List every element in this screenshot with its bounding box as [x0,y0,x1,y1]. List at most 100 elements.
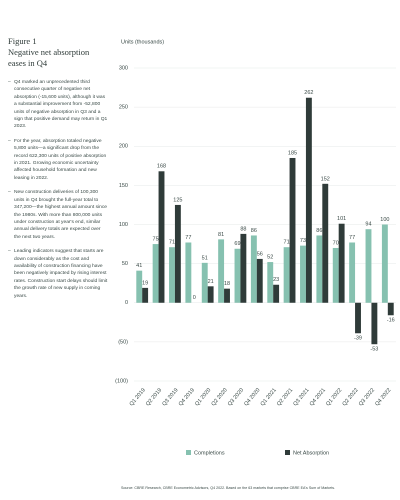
bar [267,262,274,303]
y-tick-label: 150 [119,183,128,189]
x-tick-label: Q1 2020 [194,387,212,407]
legend-label: Net Absorption [293,450,329,456]
value-label: 41 [136,263,142,269]
x-tick-label: Q4 2021 [309,387,327,407]
bar [240,233,247,303]
value-label: 71 [169,240,175,246]
bar [283,247,290,303]
value-label: 88 [240,226,246,232]
x-tick-label: Q1 2022 [325,387,343,407]
y-tick-label: (50) [118,339,128,345]
x-tick-label: Q2 2019 [145,387,163,407]
x-tick-label: Q2 2021 [276,387,294,407]
y-tick-label: 200 [119,144,128,150]
bar [234,248,241,303]
y-tick-label: 50 [122,261,128,267]
bar [355,302,361,334]
value-label: 51 [202,255,208,261]
value-label: -16 [387,318,395,324]
bar [338,223,345,303]
value-label: 262 [304,90,313,96]
value-label: 73 [300,238,306,244]
bullet: For the year, absorption totaled negativ… [8,138,108,182]
value-label: 56 [257,251,263,257]
value-label: -39 [354,336,362,342]
bar [158,171,165,303]
value-label: 185 [288,150,297,156]
value-label: 86 [316,228,322,234]
bullet: Leading indicators suggest that starts a… [8,248,108,300]
value-label: 23 [273,277,279,283]
x-tick-label: Q3 2022 [358,387,376,407]
value-label: 94 [365,222,371,228]
value-label: 71 [284,240,290,246]
figure-title: Negative net absorption eases in Q4 [8,47,90,68]
bar [371,302,378,345]
value-label: 21 [208,279,214,285]
bar [381,224,388,303]
legend-label: Completions [194,450,225,456]
bar [289,157,296,303]
value-label: 18 [224,281,230,287]
value-label: -53 [370,347,378,353]
y-axis-title: Units (thousands) [121,39,164,45]
bullet-list: Q4 marked an unprecedented third consecu… [8,79,108,300]
x-tick-label: Q4 2020 [243,387,261,407]
bar [218,239,225,303]
bar [169,247,175,303]
bar [207,286,214,303]
value-label: 0 [193,295,196,301]
value-label: 77 [349,235,355,241]
y-tick-label: 250 [119,105,128,111]
bar [185,242,192,303]
x-tick-label: Q4 2019 [178,387,196,407]
value-label: 101 [337,216,346,222]
bar [365,229,372,303]
bar [300,245,306,303]
text-panel: Figure 1 Negative net absorption eases i… [8,36,108,307]
value-label: 81 [218,232,224,238]
bar [152,244,159,303]
bar [305,97,312,303]
bar [136,270,143,303]
value-label: 77 [185,235,191,241]
value-label: 75 [153,237,159,243]
bar [256,258,263,303]
value-label: 70 [333,240,339,246]
y-tick-label: (100) [115,378,128,384]
legend-swatch [186,450,191,455]
value-label: 86 [251,228,257,234]
bullet: Q4 marked an unprecedented third consecu… [8,79,108,131]
x-tick-label: Q3 2021 [292,387,310,407]
bar [273,284,280,303]
x-tick-label: Q2 2022 [342,387,360,407]
x-tick-label: Q3 2019 [161,387,179,407]
x-tick-label: Q4 2022 [374,387,392,407]
value-label: 152 [321,176,330,182]
bar [387,302,394,316]
bullet: New construction deliveries of 100,300 u… [8,189,108,241]
value-label: 100 [380,217,389,223]
bar [349,242,356,303]
y-tick-label: 0 [125,300,128,306]
bar [142,287,149,303]
y-tick-label: 300 [119,65,128,71]
bar [322,183,329,303]
bar [201,262,208,303]
x-tick-label: Q2 2020 [211,387,229,407]
figure-label: Figure 1 [8,36,37,46]
value-label: 19 [142,280,148,286]
x-tick-label: Q3 2020 [227,387,245,407]
x-tick-label: Q1 2019 [129,387,147,407]
x-tick-label: Q1 2021 [260,387,278,407]
source: Source: CBRE Research, CBRE Econometric … [121,486,335,490]
value-label: 168 [157,164,166,170]
value-label: 125 [173,197,182,203]
value-label: 52 [267,255,273,261]
value-label: 69 [234,241,240,247]
legend-swatch [285,450,290,455]
bar [316,235,323,303]
bar [174,204,181,303]
